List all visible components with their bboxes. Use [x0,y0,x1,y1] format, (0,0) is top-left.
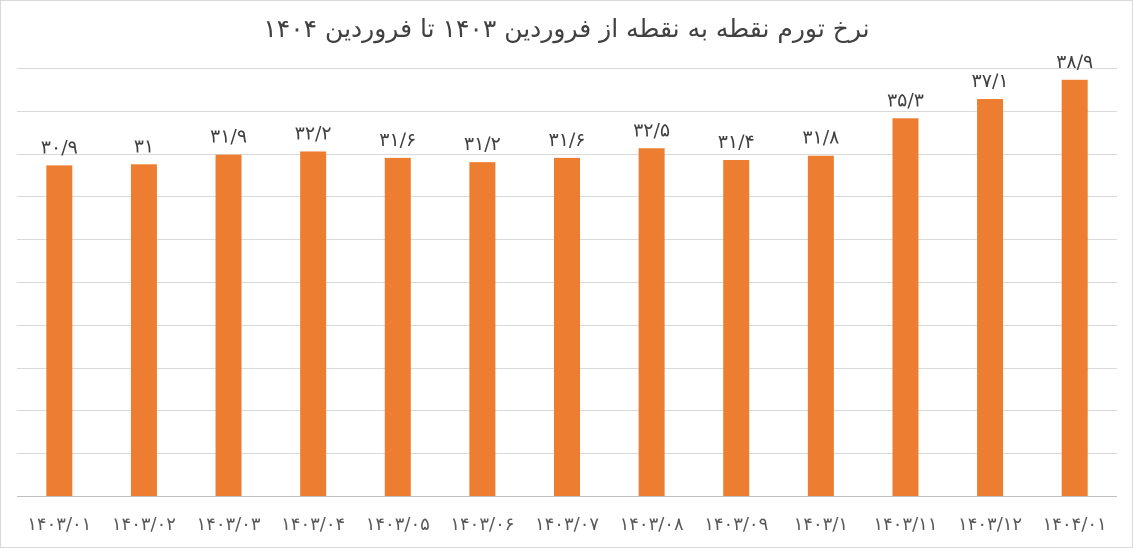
bar [215,154,242,497]
x-tick-label: ۱۴۰۳/۱۲ [958,514,1022,535]
x-tick-label: ۱۴۰۳/۰۲ [112,514,176,535]
x-tick-label: ۱۴۰۳/۰۶ [450,514,514,535]
data-label: ۳۰/۹ [41,136,78,158]
x-tick-label: ۱۴۰۳/۰۵ [366,514,430,535]
x-tick-labels: ۱۴۰۳/۰۱ ۱۴۰۳/۰۲ ۱۴۰۳/۰۳ ۱۴۰۳/۰۴ ۱۴۰۳/۰۵ ۱۴۰۳/… [27,514,1106,535]
data-label: ۳۵/۳ [887,89,924,111]
data-labels: ۳۰/۹ ۳۱ ۳۱/۹ ۳۲/۲ ۳۱/۶ ۳۱/۲ ۳۱/۶ ۳۲/۵ ۳۱/۴ ۳۱/۸ ۳۵… [41,51,1093,159]
bar [892,118,919,496]
bar [977,99,1004,496]
bar [300,151,327,496]
data-label: ۳۸/۹ [1056,51,1093,73]
bar [807,155,834,497]
bar [469,162,496,496]
bar [723,160,750,496]
x-tick-label: ۱۴۰۳/۰۴ [281,514,345,535]
x-tick-label: ۱۴۰۳/۰۹ [704,514,768,535]
data-label: ۳۷/۱ [972,70,1009,92]
x-tick-label: ۱۴۰۳/۰۸ [620,514,684,535]
bar [384,157,411,496]
data-label: ۳۲/۲ [295,122,332,144]
data-label: ۳۱ [134,135,154,157]
x-tick-label: ۱۴۰۳/۱۱ [873,514,937,535]
x-tick-label: ۱۴۰۳/۰۱ [27,514,91,535]
x-tick-label: ۱۴۰۳/۱ [794,514,848,535]
bar [638,148,665,496]
chart-title: نرخ تورم نقطه به نقطه از فروردین ۱۴۰۳ تا… [263,14,870,43]
data-label: ۳۱/۹ [210,126,247,148]
bar [46,165,73,496]
x-tick-label: ۱۴۰۴/۰۱ [1043,514,1107,535]
data-label: ۳۱/۶ [379,129,416,151]
x-tick-label: ۱۴۰۳/۰۷ [535,514,599,535]
bars [46,79,1088,497]
bar [130,164,157,497]
bar [554,157,580,496]
data-label: ۳۱/۲ [464,133,501,155]
x-tick-label: ۱۴۰۳/۰۳ [196,514,260,535]
data-label: ۳۱/۶ [548,129,585,151]
bar [1061,79,1088,497]
data-label: ۳۱/۴ [718,131,755,153]
data-label: ۳۲/۵ [633,119,670,141]
data-label: ۳۱/۸ [802,127,839,149]
